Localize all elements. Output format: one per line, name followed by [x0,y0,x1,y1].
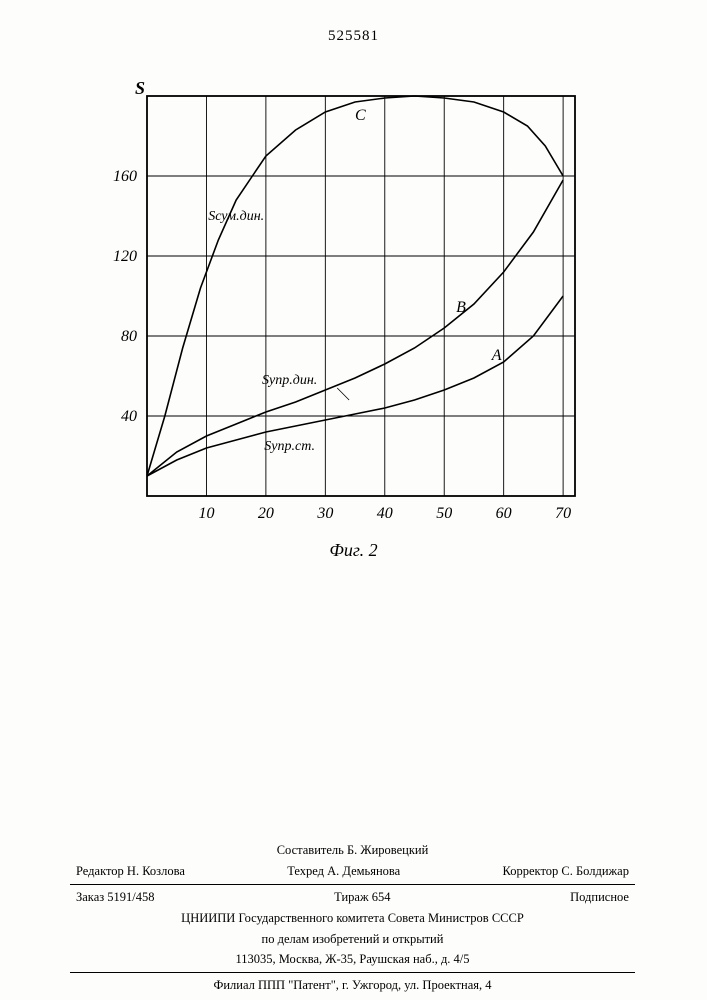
subscription: Подписное [570,889,629,906]
svg-text:160: 160 [113,168,137,185]
compiler-line: Составитель Б. Жировецкий [70,840,635,861]
tirage: Тираж 654 [334,889,390,906]
chart-figure: 10 20 30 40 50 60 70 40 80 120 160 S A Sупр.ст. B Sупр.… [85,78,585,538]
org-line-2: по делам изобретений и открытий [70,929,635,950]
svg-text:50: 50 [436,505,452,522]
svg-text:60: 60 [496,505,512,522]
svg-text:S: S [135,78,145,98]
svg-text:30: 30 [316,505,333,522]
svg-text:40: 40 [377,505,393,522]
svg-text:70: 70 [555,505,571,522]
editor: Редактор Н. Козлова [76,863,185,880]
svg-text:40: 40 [121,408,137,425]
svg-text:C: C [355,107,366,124]
svg-text:B: B [456,299,466,316]
imprint-block: Составитель Б. Жировецкий Редактор Н. Ко… [70,840,635,996]
svg-text:10: 10 [198,505,214,522]
svg-text:Sсум.дин.: Sсум.дин. [208,209,264,224]
svg-text:20: 20 [258,505,274,522]
address-line: 113035, Москва, Ж-35, Раушская наб., д. … [70,949,635,970]
corrector: Корректор С. Болдижар [503,863,629,880]
credits-line: Редактор Н. Козлова Техред А. Демьянова … [70,861,635,882]
order-line: Заказ 5191/458 Тираж 654 Подписное [70,887,635,908]
svg-text:A: A [491,347,502,364]
svg-text:Sупр.дин.: Sупр.дин. [262,373,317,388]
order-no: Заказ 5191/458 [76,889,155,906]
svg-text:Sупр.ст.: Sупр.ст. [264,439,315,454]
techred: Техред А. Демьянова [287,863,400,880]
svg-text:80: 80 [121,328,137,345]
org-line-1: ЦНИИПИ Государственного комитета Совета … [70,908,635,929]
figure-caption: Фиг. 2 [0,540,707,561]
branch-line: Филиал ППП "Патент", г. Ужгород, ул. Про… [70,975,635,996]
document-number: 525581 [0,28,707,45]
chart-svg: 10 20 30 40 50 60 70 40 80 120 160 S A Sупр.ст. B Sупр.… [85,78,585,538]
svg-text:120: 120 [113,248,137,265]
